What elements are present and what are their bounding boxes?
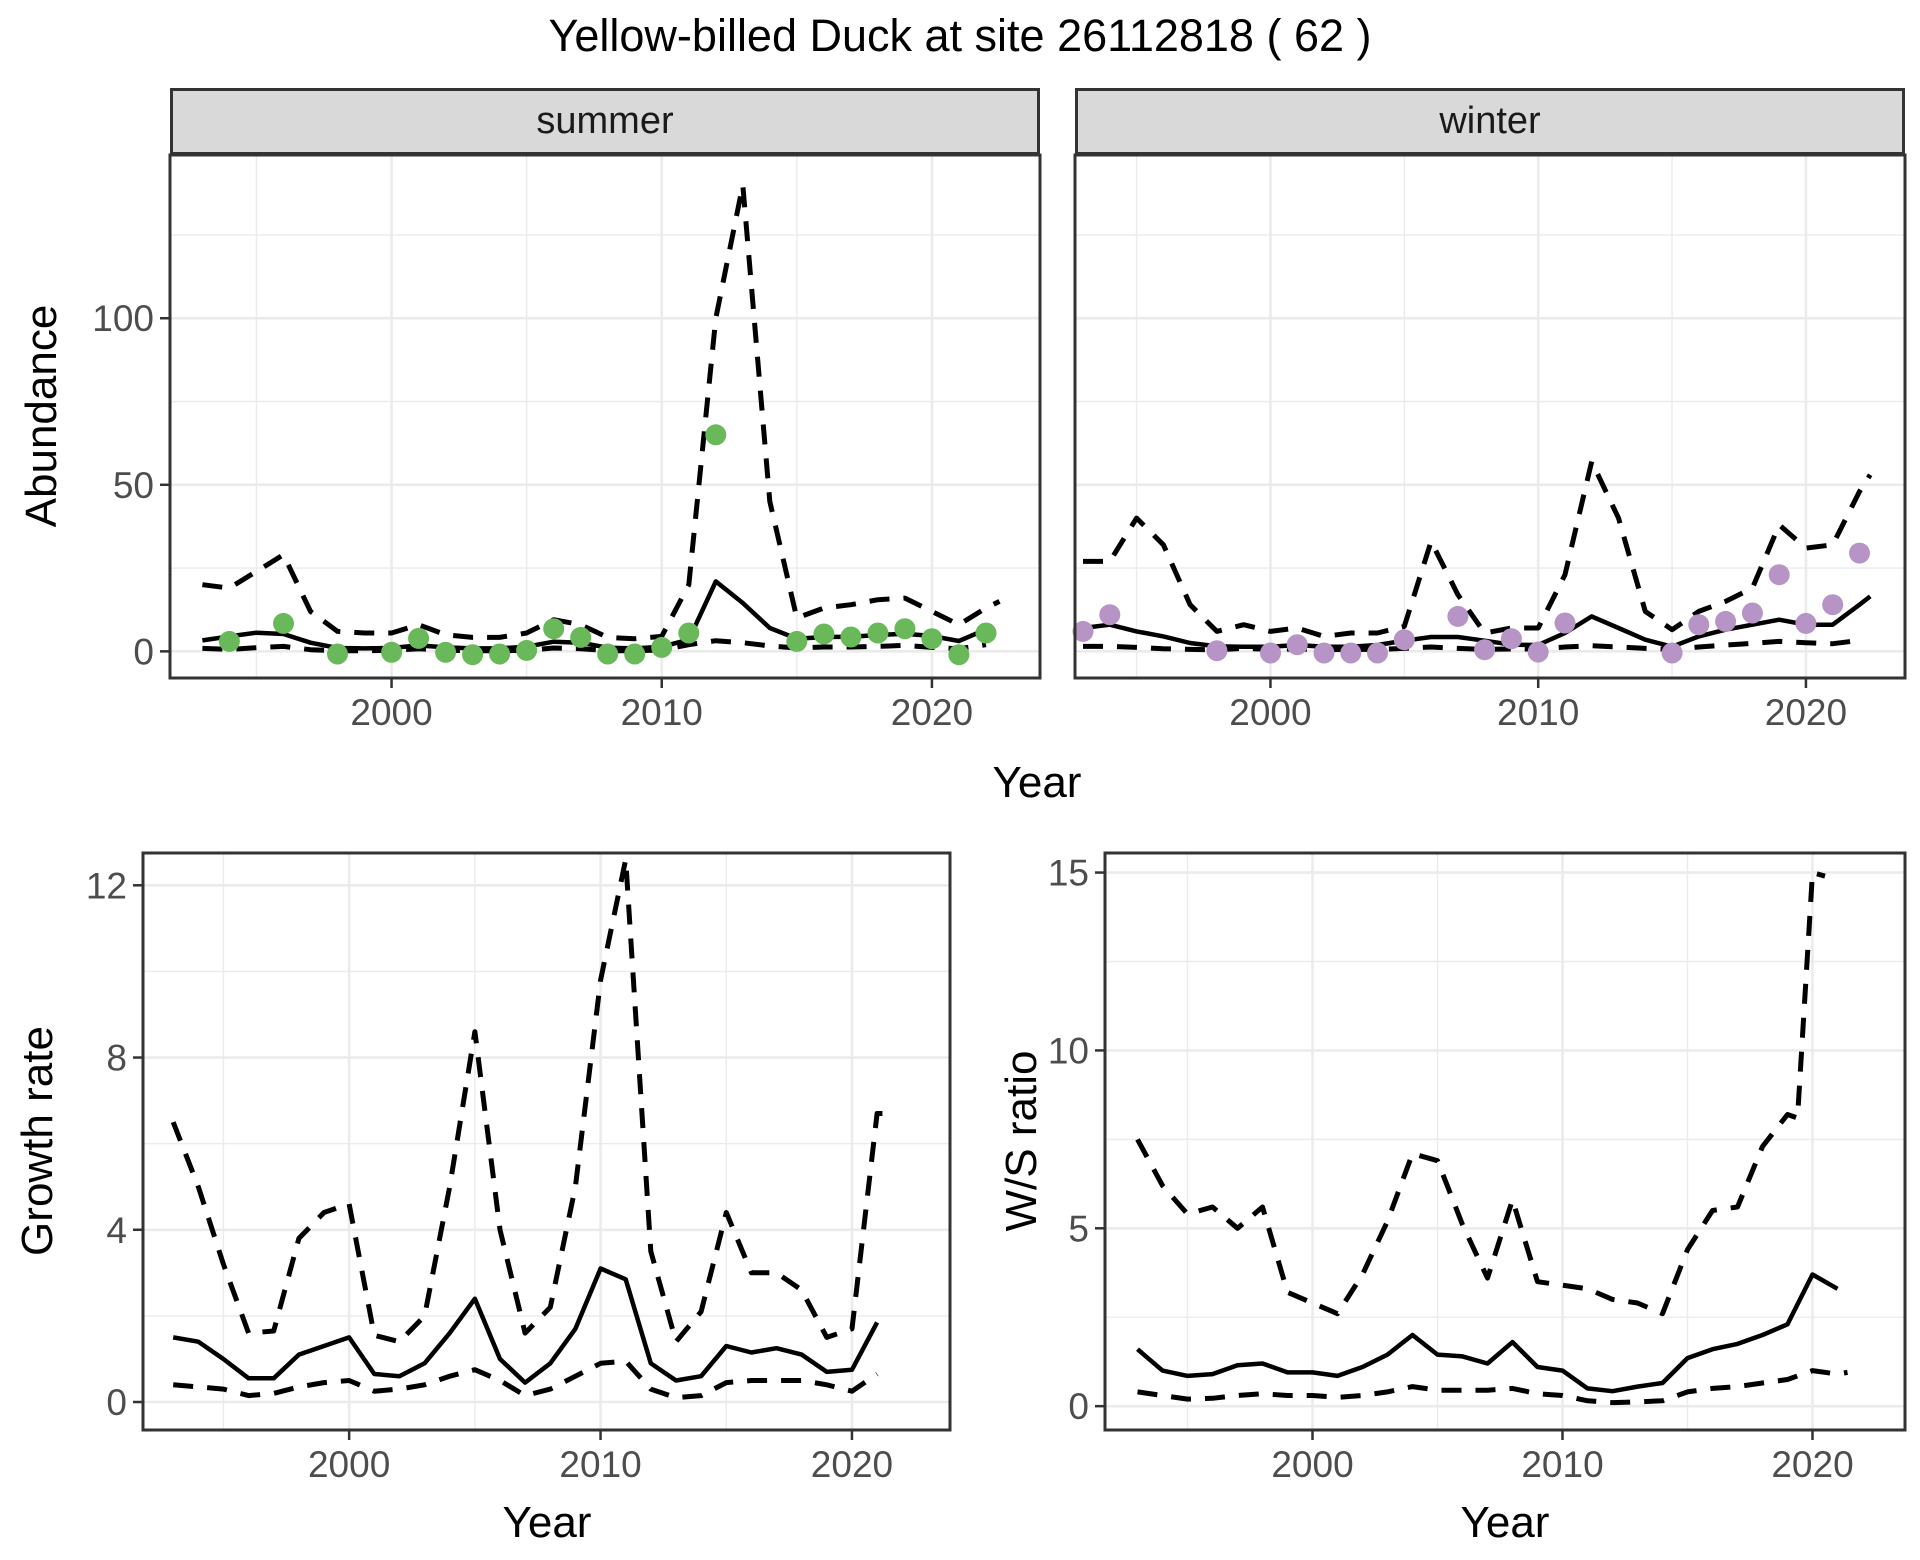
data-point-winter_observations [1099,604,1121,626]
panel-border-growth [141,851,952,1432]
data-point-summer_observations [516,639,538,661]
panel-border-abundance_summer [168,153,1042,680]
data-point-winter_observations [1527,641,1549,663]
data-point-winter_observations [1741,602,1763,624]
data-point-summer_observations [435,641,457,663]
facet-strip-label: summer [536,100,674,142]
data-point-summer_observations [813,623,835,645]
x-tick-label: 2000 [350,692,432,733]
series-line-median [172,1266,880,1385]
series-line-lower_ci [202,638,987,654]
series-line-lower_ci [1083,637,1860,653]
y-tick-label: 10 [1048,1030,1089,1071]
y-tick-label: 8 [106,1038,127,1079]
data-point-summer_observations [921,628,943,650]
y-tick-label: 0 [133,631,154,672]
x-tick-label: 2000 [308,1444,390,1485]
data-point-summer_observations [705,424,727,446]
data-point-summer_observations [273,612,294,634]
data-point-summer_observations [408,627,430,649]
facet-strip-summer: summer [170,88,1040,155]
data-point-winter_observations [1206,640,1228,662]
x-tick-label: 2000 [1271,1444,1353,1485]
data-point-summer_observations [597,643,619,665]
data-point-winter_observations [1313,642,1335,664]
x-tick-label: 2010 [1497,692,1579,733]
series-line-lower_ci [172,1358,879,1401]
x-tick-label: 2010 [621,692,703,733]
data-point-winter_observations [1340,642,1362,664]
data-point-summer_observations [678,622,700,644]
y-axis-title-ws-ratio: W/S ratio [997,1050,1046,1232]
data-point-winter_observations [1500,628,1522,650]
data-point-winter_observations [1367,642,1388,664]
y-tick-label: 12 [86,865,127,906]
x-tick-label: 2020 [1765,692,1847,733]
data-point-winter_observations [1768,564,1790,586]
facet-strip-winter: winter [1075,88,1905,155]
y-tick-label: 50 [113,465,154,506]
data-point-summer_observations [651,636,673,658]
series-line-median [1136,1272,1839,1394]
data-point-summer_observations [462,644,484,666]
series-line-lower_ci [1137,1368,1848,1406]
y-tick-label: 15 [1048,853,1089,894]
data-point-winter_observations [1260,642,1281,664]
data-point-winter_observations [1688,614,1710,636]
data-point-summer_observations [489,643,511,665]
data-point-summer_observations [218,630,240,652]
series-line-upper_ci [1083,459,1873,639]
data-point-summer_observations [894,618,916,640]
series-line-median [202,579,987,651]
data-point-winter_observations [1447,605,1469,627]
data-point-winter_observations [1822,594,1844,616]
y-axis-title-growth-rate: Growth rate [13,1026,62,1256]
x-tick-label: 2020 [891,692,973,733]
data-point-winter_observations [1474,639,1496,661]
panel-border-ws [1103,851,1907,1432]
series-line-upper_ci [202,182,1001,642]
series-line-upper_ci [170,857,885,1345]
y-axis-title-abundance: Abundance [17,304,66,528]
x-tick-label: 2010 [559,1444,641,1485]
y-tick-label: 4 [106,1210,127,1251]
data-point-winter_observations [1661,642,1683,664]
data-point-winter_observations [1393,629,1415,651]
data-point-winter_observations [1072,620,1094,642]
data-point-winter_observations [1849,542,1870,564]
data-point-winter_observations [1554,612,1576,634]
data-point-winter_observations [1715,610,1737,632]
data-point-summer_observations [948,644,970,666]
data-point-summer_observations [570,626,592,648]
x-tick-label: 2000 [1229,692,1311,733]
x-tick-label: 2020 [811,1444,893,1485]
data-point-summer_observations [543,618,565,640]
y-tick-label: 0 [1068,1386,1089,1427]
x-tick-label: 2010 [1521,1444,1603,1485]
series-line-upper_ci [1135,870,1826,1317]
data-point-winter_observations [1795,612,1817,634]
data-point-summer_observations [840,626,862,648]
data-point-winter_observations [1286,634,1308,656]
facet-strip-label: winter [1439,100,1541,142]
x-axis-title-growth-rate: Year [502,1498,592,1547]
panel-border-abundance_winter [1073,153,1907,680]
y-tick-label: 0 [106,1382,127,1423]
data-point-summer_observations [867,622,889,644]
data-point-summer_observations [624,643,646,665]
x-axis-title-ws-ratio: Year [1460,1498,1550,1547]
data-point-summer_observations [381,641,403,663]
x-axis-title-top: Year [992,758,1082,807]
x-tick-label: 2020 [1771,1444,1853,1485]
data-point-summer_observations [327,643,348,665]
data-point-summer_observations [975,622,997,644]
figure-title: Yellow-billed Duck at site 26112818 ( 62… [548,10,1372,61]
y-tick-label: 5 [1068,1208,1089,1249]
data-point-summer_observations [786,630,808,652]
y-tick-label: 100 [92,298,154,339]
